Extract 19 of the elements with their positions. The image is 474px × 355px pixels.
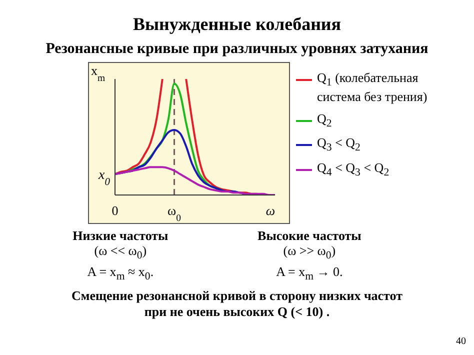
text: Низкие частоты <box>72 228 168 243</box>
text: Высокие частоты <box>258 228 362 243</box>
legend-label: Q$_{3}$ < Q$_{2}$ <box>317 135 360 154</box>
chart-title: Вынужденные колебания <box>132 13 342 35</box>
text: (ω >> ω$_{0}$) <box>282 243 337 264</box>
text: (ω << ω$_{0}$) <box>93 243 148 264</box>
annotation: x$_{0}$ <box>98 168 111 188</box>
legend-label: Q$_{1}$ (колебательная система без трения) <box>317 70 428 105</box>
legend-label: Q$_{4}$ < Q$_{3}$ < Q$_{2}$ <box>317 160 390 178</box>
text: A = x$_{m}$ ≈ x$_{0}$. <box>86 264 155 284</box>
legend-label: Q$_{2}$ <box>317 110 332 130</box>
text: A = x$_{m}$ → 0. <box>275 264 344 284</box>
y-axis-title: x$_{m}$ <box>91 63 106 84</box>
x-tick-label: 0 <box>112 203 118 218</box>
chart-subtitle: Резонансные кривые при различных уровнях затухания <box>44 41 430 58</box>
text: Смещение резонансной кривой в сторону низких частот при не очень высоких Q (< 10) . <box>70 288 404 320</box>
x-axis-title: ω <box>266 203 275 218</box>
text: 40 <box>456 336 466 347</box>
x-tick-label: ω$_{0}$ <box>168 203 182 224</box>
